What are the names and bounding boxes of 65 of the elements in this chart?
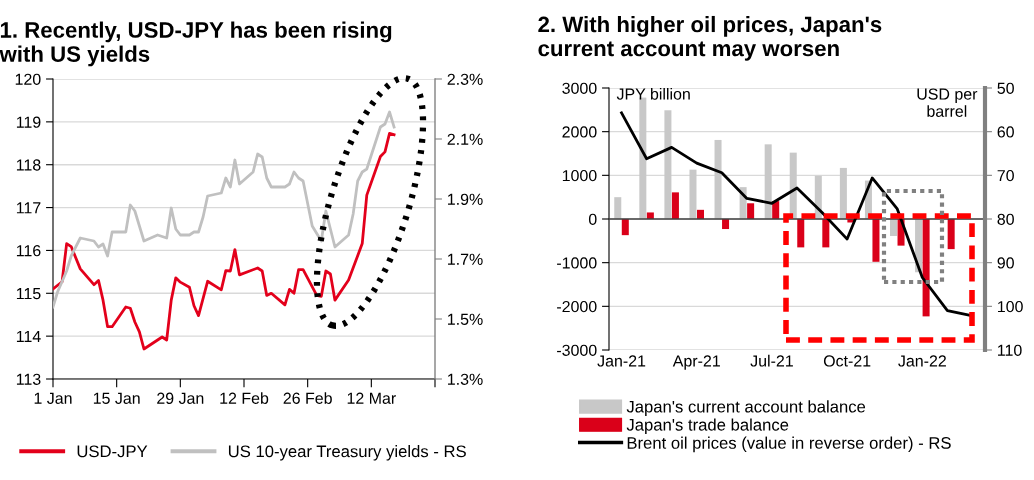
y2-tick-label: 50 xyxy=(997,82,1014,94)
y2-tick-label: 80 xyxy=(997,213,1014,225)
bar xyxy=(722,219,730,230)
x-tick-label: 29 Jan xyxy=(157,392,204,404)
y2-tick-label: 1.3% xyxy=(448,373,483,385)
y-tick-label: 2000 xyxy=(562,126,597,138)
x-tick-label: Jan-22 xyxy=(898,355,946,367)
y2-tick-label: 70 xyxy=(997,169,1014,182)
y-tick-label: 115 xyxy=(16,288,41,300)
y-tick-label: 119 xyxy=(16,116,41,128)
y2-tick-label: 1.5% xyxy=(448,313,483,325)
bar xyxy=(689,169,697,219)
bar xyxy=(764,144,772,219)
x-tick-label: 1 Jan xyxy=(34,392,72,404)
y-tick-label: 0 xyxy=(588,213,597,225)
bar xyxy=(947,219,955,250)
bar xyxy=(797,219,805,248)
y2-tick-label: 60 xyxy=(997,126,1014,138)
x-tick-label: 12 Mar xyxy=(347,392,396,404)
y-tick-label: 114 xyxy=(16,330,41,342)
legend-label: Japan's current account balance xyxy=(626,400,866,416)
x-tick-label: 15 Jan xyxy=(93,392,140,404)
y-tick-label: 118 xyxy=(16,159,41,171)
chart-title: 1. Recently, USD-JPY has been rising with US yields xyxy=(0,21,392,67)
y-axis-title: JPY billion xyxy=(616,88,690,100)
y2-tick-label: 100 xyxy=(998,300,1023,313)
bar xyxy=(872,219,880,262)
y-tick-label: 120 xyxy=(15,73,41,85)
chart-title: 2. With higher oil prices, Japan's current account may worsen xyxy=(538,15,882,61)
bar xyxy=(747,203,755,219)
y-tick-label: 117 xyxy=(16,202,41,214)
bar xyxy=(614,197,622,219)
y2-tick-label: 1.7% xyxy=(448,253,483,265)
bar xyxy=(822,219,830,248)
bar xyxy=(664,110,672,219)
y-tick-label: -2000 xyxy=(557,300,597,313)
y2-axis-title: USD per barrel xyxy=(917,88,978,117)
x-tick-label: 26 Feb xyxy=(283,392,332,404)
y-tick-label: -1000 xyxy=(557,257,597,269)
bar xyxy=(621,219,629,236)
y-tick-label: 113 xyxy=(16,373,41,385)
y-tick-label: 1000 xyxy=(562,169,597,182)
x-tick-label: Jul-21 xyxy=(750,354,793,367)
y-tick-label: -3000 xyxy=(557,344,597,356)
legend-label: Japan's trade balance xyxy=(626,418,789,434)
bar xyxy=(646,212,654,219)
x-tick-label: 12 Feb xyxy=(220,392,269,404)
y2-tick-label: 110 xyxy=(998,344,1022,356)
bar xyxy=(890,219,898,237)
bar xyxy=(671,192,679,219)
y-tick-label: 3000 xyxy=(562,82,597,94)
legend-label: US 10-year Treasury yields - RS xyxy=(228,445,466,461)
y2-tick-label: 1.9% xyxy=(448,193,483,205)
bar xyxy=(922,219,930,317)
x-tick-label: Jan-21 xyxy=(597,355,646,367)
y2-tick-label: 2.1% xyxy=(447,133,483,145)
x-tick-label: Oct-21 xyxy=(823,355,871,367)
legend-label: USD-JPY xyxy=(77,445,148,458)
bar xyxy=(714,139,722,219)
x-tick-label: Apr-21 xyxy=(672,355,720,370)
legend-label: Brent oil prices (value in reverse order) - RS xyxy=(627,436,951,453)
y2-tick-label: 2.3% xyxy=(447,73,483,85)
y-tick-label: 116 xyxy=(16,245,41,257)
bar xyxy=(839,167,847,219)
y2-tick-label: 90 xyxy=(997,257,1014,269)
